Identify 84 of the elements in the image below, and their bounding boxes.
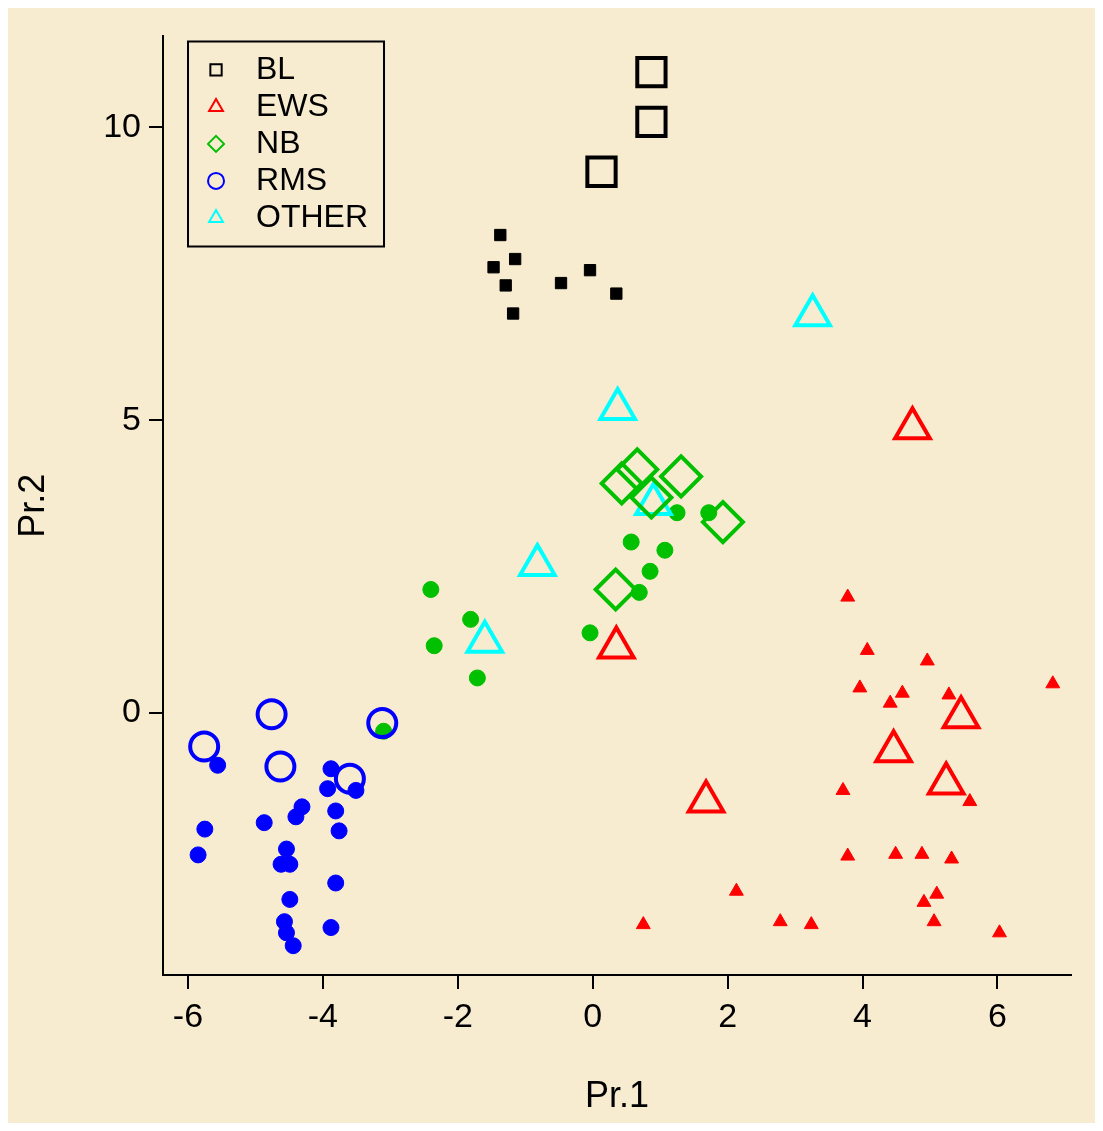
point — [585, 155, 618, 188]
point — [668, 504, 686, 522]
point — [840, 847, 856, 861]
legend-label: NB — [256, 123, 301, 160]
point — [583, 264, 597, 277]
x-tick-label: 4 — [853, 995, 873, 1034]
point — [635, 105, 668, 139]
point — [330, 822, 348, 840]
x-axis-title: Pr.1 — [584, 1074, 650, 1116]
legend-label: OTHER — [256, 197, 369, 234]
point — [852, 679, 868, 693]
point — [494, 228, 507, 242]
point — [772, 913, 788, 927]
point — [264, 750, 297, 783]
point — [926, 913, 942, 927]
y-axis-title: Pr.2 — [10, 473, 52, 538]
point — [599, 461, 644, 506]
point — [554, 276, 568, 290]
point — [1045, 675, 1061, 689]
point — [962, 793, 978, 807]
point — [919, 652, 935, 666]
x-tick-label: -4 — [307, 995, 339, 1034]
point — [914, 845, 930, 859]
x-tick-label: 6 — [988, 995, 1007, 1034]
point — [656, 541, 674, 559]
point — [581, 624, 599, 642]
point — [635, 916, 651, 930]
point — [487, 261, 500, 274]
point — [888, 845, 904, 859]
point — [209, 756, 227, 774]
point — [277, 924, 295, 942]
point — [929, 885, 945, 899]
point — [882, 694, 898, 708]
x-tick-label: 0 — [583, 995, 603, 1034]
point — [255, 814, 273, 832]
point — [941, 686, 957, 700]
legend-label: RMS — [256, 160, 328, 197]
point — [944, 850, 960, 864]
point — [468, 669, 486, 687]
legend-label: EWS — [256, 86, 329, 123]
point — [322, 919, 340, 937]
legend-label: BL — [256, 49, 296, 86]
point — [462, 610, 480, 628]
point — [859, 641, 875, 655]
point — [422, 580, 440, 598]
point — [281, 890, 299, 908]
point — [506, 307, 520, 320]
y-tick-label: 0 — [122, 691, 142, 730]
point — [593, 567, 638, 612]
x-tick-label: 2 — [718, 995, 738, 1034]
point — [659, 454, 704, 499]
y-tick-label: 10 — [103, 105, 142, 144]
point — [333, 762, 366, 795]
point — [992, 924, 1007, 938]
x-tick-label: -2 — [442, 995, 473, 1034]
point — [508, 252, 522, 266]
point — [894, 684, 910, 698]
point — [327, 874, 345, 892]
point — [277, 840, 295, 858]
point — [284, 937, 302, 955]
x-tick-label: -6 — [172, 995, 204, 1034]
point — [255, 698, 288, 731]
point — [319, 780, 337, 798]
point — [840, 588, 856, 602]
point — [189, 846, 207, 864]
point — [287, 808, 305, 826]
point — [803, 916, 819, 930]
point — [629, 475, 674, 520]
point — [622, 533, 640, 551]
point — [641, 562, 659, 580]
point — [322, 760, 340, 778]
point — [188, 730, 221, 763]
point — [835, 781, 851, 795]
point — [728, 882, 744, 896]
point — [327, 802, 345, 820]
point — [610, 287, 623, 300]
point — [196, 820, 214, 838]
point — [700, 500, 745, 545]
point — [366, 707, 399, 740]
point — [635, 56, 668, 89]
point — [916, 893, 932, 907]
point — [499, 279, 512, 292]
point — [425, 637, 443, 655]
y-tick-label: 5 — [122, 398, 142, 437]
